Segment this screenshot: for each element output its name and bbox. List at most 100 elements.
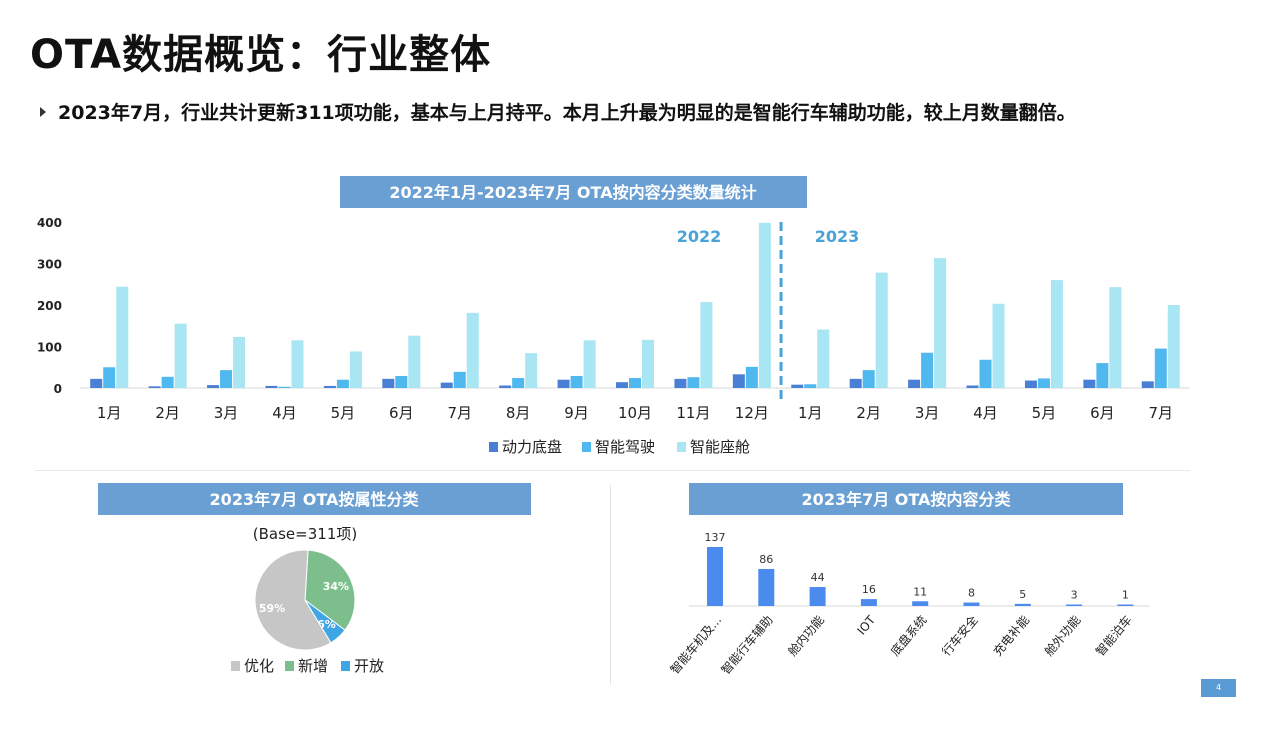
- chart2-title: 2023年7月 OTA按属性分类: [210, 490, 420, 509]
- bar-powertrain: [90, 378, 103, 388]
- chart2-title-banner: [98, 483, 531, 515]
- bar-driving: [1096, 363, 1109, 388]
- bar-cockpit: [642, 339, 654, 388]
- content-bar-value: 16: [862, 583, 876, 596]
- summary-text: 2023年7月，行业共计更新311项功能，基本与上月持平。本月上升最为明显的是智…: [40, 98, 1076, 125]
- x-tick-label: 7月: [1149, 404, 1174, 422]
- bar-driving: [453, 371, 466, 388]
- bar-cockpit: [817, 329, 830, 388]
- bar-powertrain: [148, 386, 161, 388]
- y-tick-label: 300: [37, 258, 62, 272]
- x-tick-label: 2月: [155, 404, 180, 422]
- bar-cockpit: [466, 312, 479, 388]
- bar-driving: [570, 375, 583, 388]
- bar-powertrain: [499, 385, 512, 388]
- bar-driving: [687, 377, 700, 388]
- content-category-label: 充电补能: [990, 612, 1032, 658]
- bar-driving: [804, 384, 817, 388]
- content-category-label: 舱内功能: [785, 613, 827, 659]
- bar-driving: [1154, 348, 1167, 388]
- year-label-2022: 2022: [677, 227, 722, 246]
- bar-driving: [1037, 378, 1050, 388]
- bar-powertrain: [440, 382, 453, 388]
- summary-label: 2023年7月，行业共计更新311项功能，基本与上月持平。本月上升最为明显的是智…: [58, 102, 1076, 124]
- bar-driving: [629, 378, 641, 388]
- bar-cockpit: [700, 302, 713, 388]
- bar-powertrain: [207, 385, 220, 388]
- content-category-label: 舱外功能: [1042, 613, 1084, 659]
- bar-powertrain: [265, 385, 278, 388]
- legend-label: 动力底盘: [502, 438, 562, 456]
- pie-slice: [254, 549, 332, 651]
- bar-powertrain: [323, 385, 336, 388]
- bar-driving: [220, 370, 233, 388]
- x-tick-label: 6月: [389, 404, 414, 422]
- bar-driving: [862, 370, 875, 388]
- x-tick-label: 5月: [1032, 404, 1057, 422]
- x-tick-label: 10月: [618, 404, 652, 422]
- content-bar: [1066, 604, 1083, 606]
- content-bar-value: 86: [759, 553, 773, 566]
- x-tick-label: 3月: [214, 404, 239, 422]
- bar-powertrain: [908, 379, 921, 388]
- x-tick-label: 12月: [735, 404, 769, 422]
- page-title: OTA数据概览：行业整体: [30, 32, 492, 78]
- content-bar: [707, 547, 723, 606]
- bar-cockpit: [233, 336, 246, 388]
- bar-cockpit: [1167, 305, 1180, 388]
- bar-cockpit: [875, 272, 888, 388]
- bar-cockpit: [1109, 287, 1122, 388]
- content-category-label: 智能泊车: [1092, 612, 1134, 658]
- legend-swatch: [489, 442, 498, 452]
- pie-subtitle: (Base=311项): [253, 525, 357, 543]
- y-tick-label: 0: [54, 382, 62, 396]
- pie-legend-label: 新增: [298, 657, 328, 675]
- bar-cockpit: [408, 335, 421, 388]
- bar-powertrain: [966, 385, 979, 388]
- bullet-arrow-icon: [40, 106, 46, 117]
- bar-powertrain: [1083, 379, 1096, 388]
- bar-powertrain: [1141, 381, 1154, 388]
- legend-swatch: [582, 442, 591, 452]
- bar-powertrain: [1024, 380, 1037, 388]
- chart1-title-banner: [340, 176, 807, 208]
- x-tick-label: 4月: [272, 404, 297, 422]
- x-tick-label: 8月: [506, 404, 531, 422]
- pie-legend-swatch: [285, 661, 294, 671]
- bar-driving: [103, 367, 116, 388]
- pie-legend-label: 优化: [244, 657, 274, 675]
- content-bar: [1014, 603, 1031, 606]
- y-tick-label: 200: [37, 299, 62, 313]
- vertical-divider: [610, 485, 611, 685]
- content-category-label: 底盘系统: [887, 612, 929, 658]
- bar-powertrain: [849, 378, 862, 388]
- bar-driving: [395, 375, 408, 388]
- content-bar-value: 1: [1122, 589, 1129, 602]
- content-category-label: 行车安全: [938, 612, 980, 658]
- legend-swatch: [677, 442, 686, 452]
- content-bar-value: 5: [1019, 588, 1026, 601]
- x-tick-label: 5月: [331, 404, 356, 422]
- content-bar-value: 11: [913, 585, 927, 598]
- bar-powertrain: [557, 379, 570, 388]
- bar-driving: [278, 386, 291, 388]
- pie-legend-swatch: [231, 661, 240, 671]
- bar-driving: [336, 379, 349, 388]
- content-bar-value: 137: [705, 531, 726, 544]
- content-bar: [809, 587, 826, 606]
- content-bar: [860, 599, 877, 606]
- content-bar: [758, 568, 775, 606]
- chart3-title-banner: [689, 483, 1123, 515]
- bar-cockpit: [758, 222, 771, 388]
- legend-label: 智能座舱: [690, 438, 750, 456]
- content-category-label: 智能行车辅助: [718, 612, 776, 677]
- content-category-label: IOT: [854, 612, 878, 637]
- x-tick-label: 9月: [564, 404, 589, 422]
- content-bar-value: 3: [1071, 589, 1078, 602]
- bar-driving: [745, 366, 758, 388]
- bar-powertrain: [616, 382, 628, 388]
- x-tick-label: 6月: [1090, 404, 1115, 422]
- bar-cockpit: [934, 258, 947, 388]
- chart1-title: 2022年1月-2023年7月 OTA按内容分类数量统计: [389, 183, 756, 202]
